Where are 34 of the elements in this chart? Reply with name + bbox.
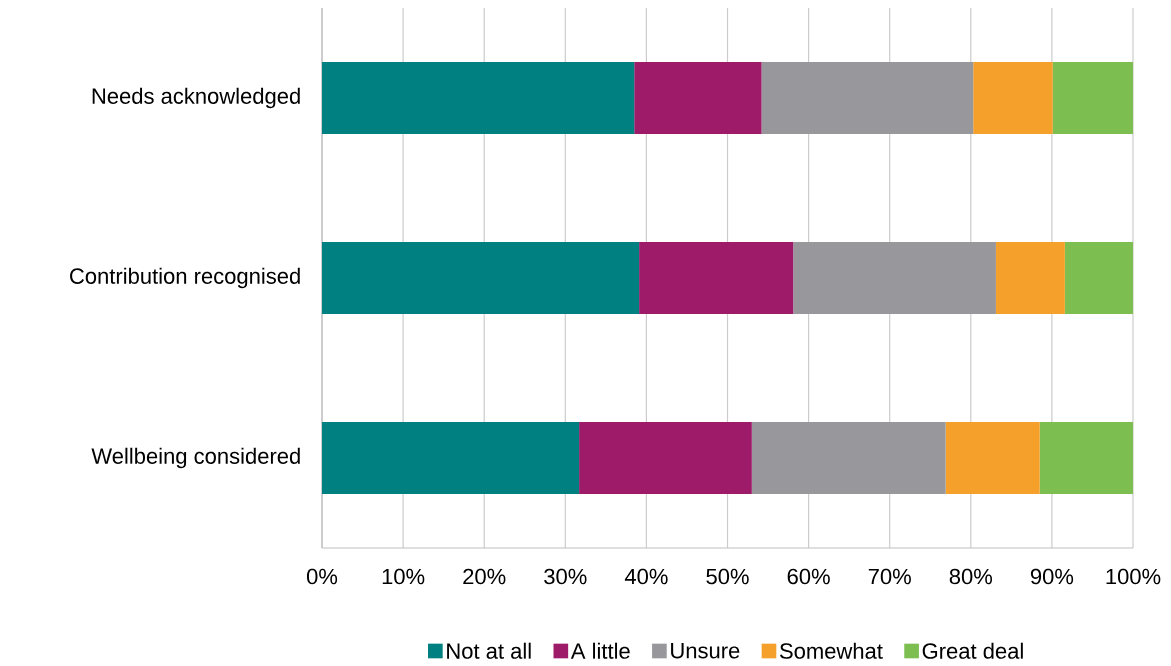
bar	[634, 62, 762, 134]
legend-label: Somewhat	[779, 642, 883, 659]
bar	[793, 241, 996, 314]
bar	[751, 421, 946, 494]
x-tick-label: 60%	[787, 568, 830, 585]
x-tick-label: 10%	[382, 568, 425, 585]
bar	[1064, 241, 1133, 314]
y-tick-label: Wellbeing considered	[91, 447, 300, 469]
legend-label: Not at all	[447, 642, 531, 659]
y-tick-label: Contribution recognised	[70, 267, 300, 289]
bar	[945, 421, 1040, 494]
x-tick-label: 50%	[706, 568, 749, 585]
legend-label: Unsure	[671, 643, 740, 659]
bar	[322, 241, 640, 314]
x-tick-label: 40%	[624, 568, 668, 585]
x-tick-label: 0%	[306, 568, 338, 585]
bar	[973, 62, 1053, 134]
bar	[995, 241, 1065, 314]
bar	[1052, 62, 1133, 134]
x-tick-label: 30%	[544, 568, 587, 585]
bar	[322, 421, 580, 494]
legend-label: Great deal	[922, 642, 1023, 659]
x-tick-label: 70%	[868, 568, 911, 585]
y-tick-label: Needs acknowledged	[92, 87, 300, 109]
x-tick-label: 80%	[949, 568, 993, 585]
bar	[639, 241, 794, 314]
legend-label: A little	[570, 642, 630, 659]
x-tick-label: 100%	[1106, 568, 1161, 585]
bar	[322, 62, 635, 134]
bar	[1039, 421, 1133, 494]
x-tick-label: 20%	[463, 568, 506, 585]
bar	[761, 62, 974, 134]
x-tick-label: 90%	[1030, 568, 1074, 585]
bar	[579, 421, 752, 494]
